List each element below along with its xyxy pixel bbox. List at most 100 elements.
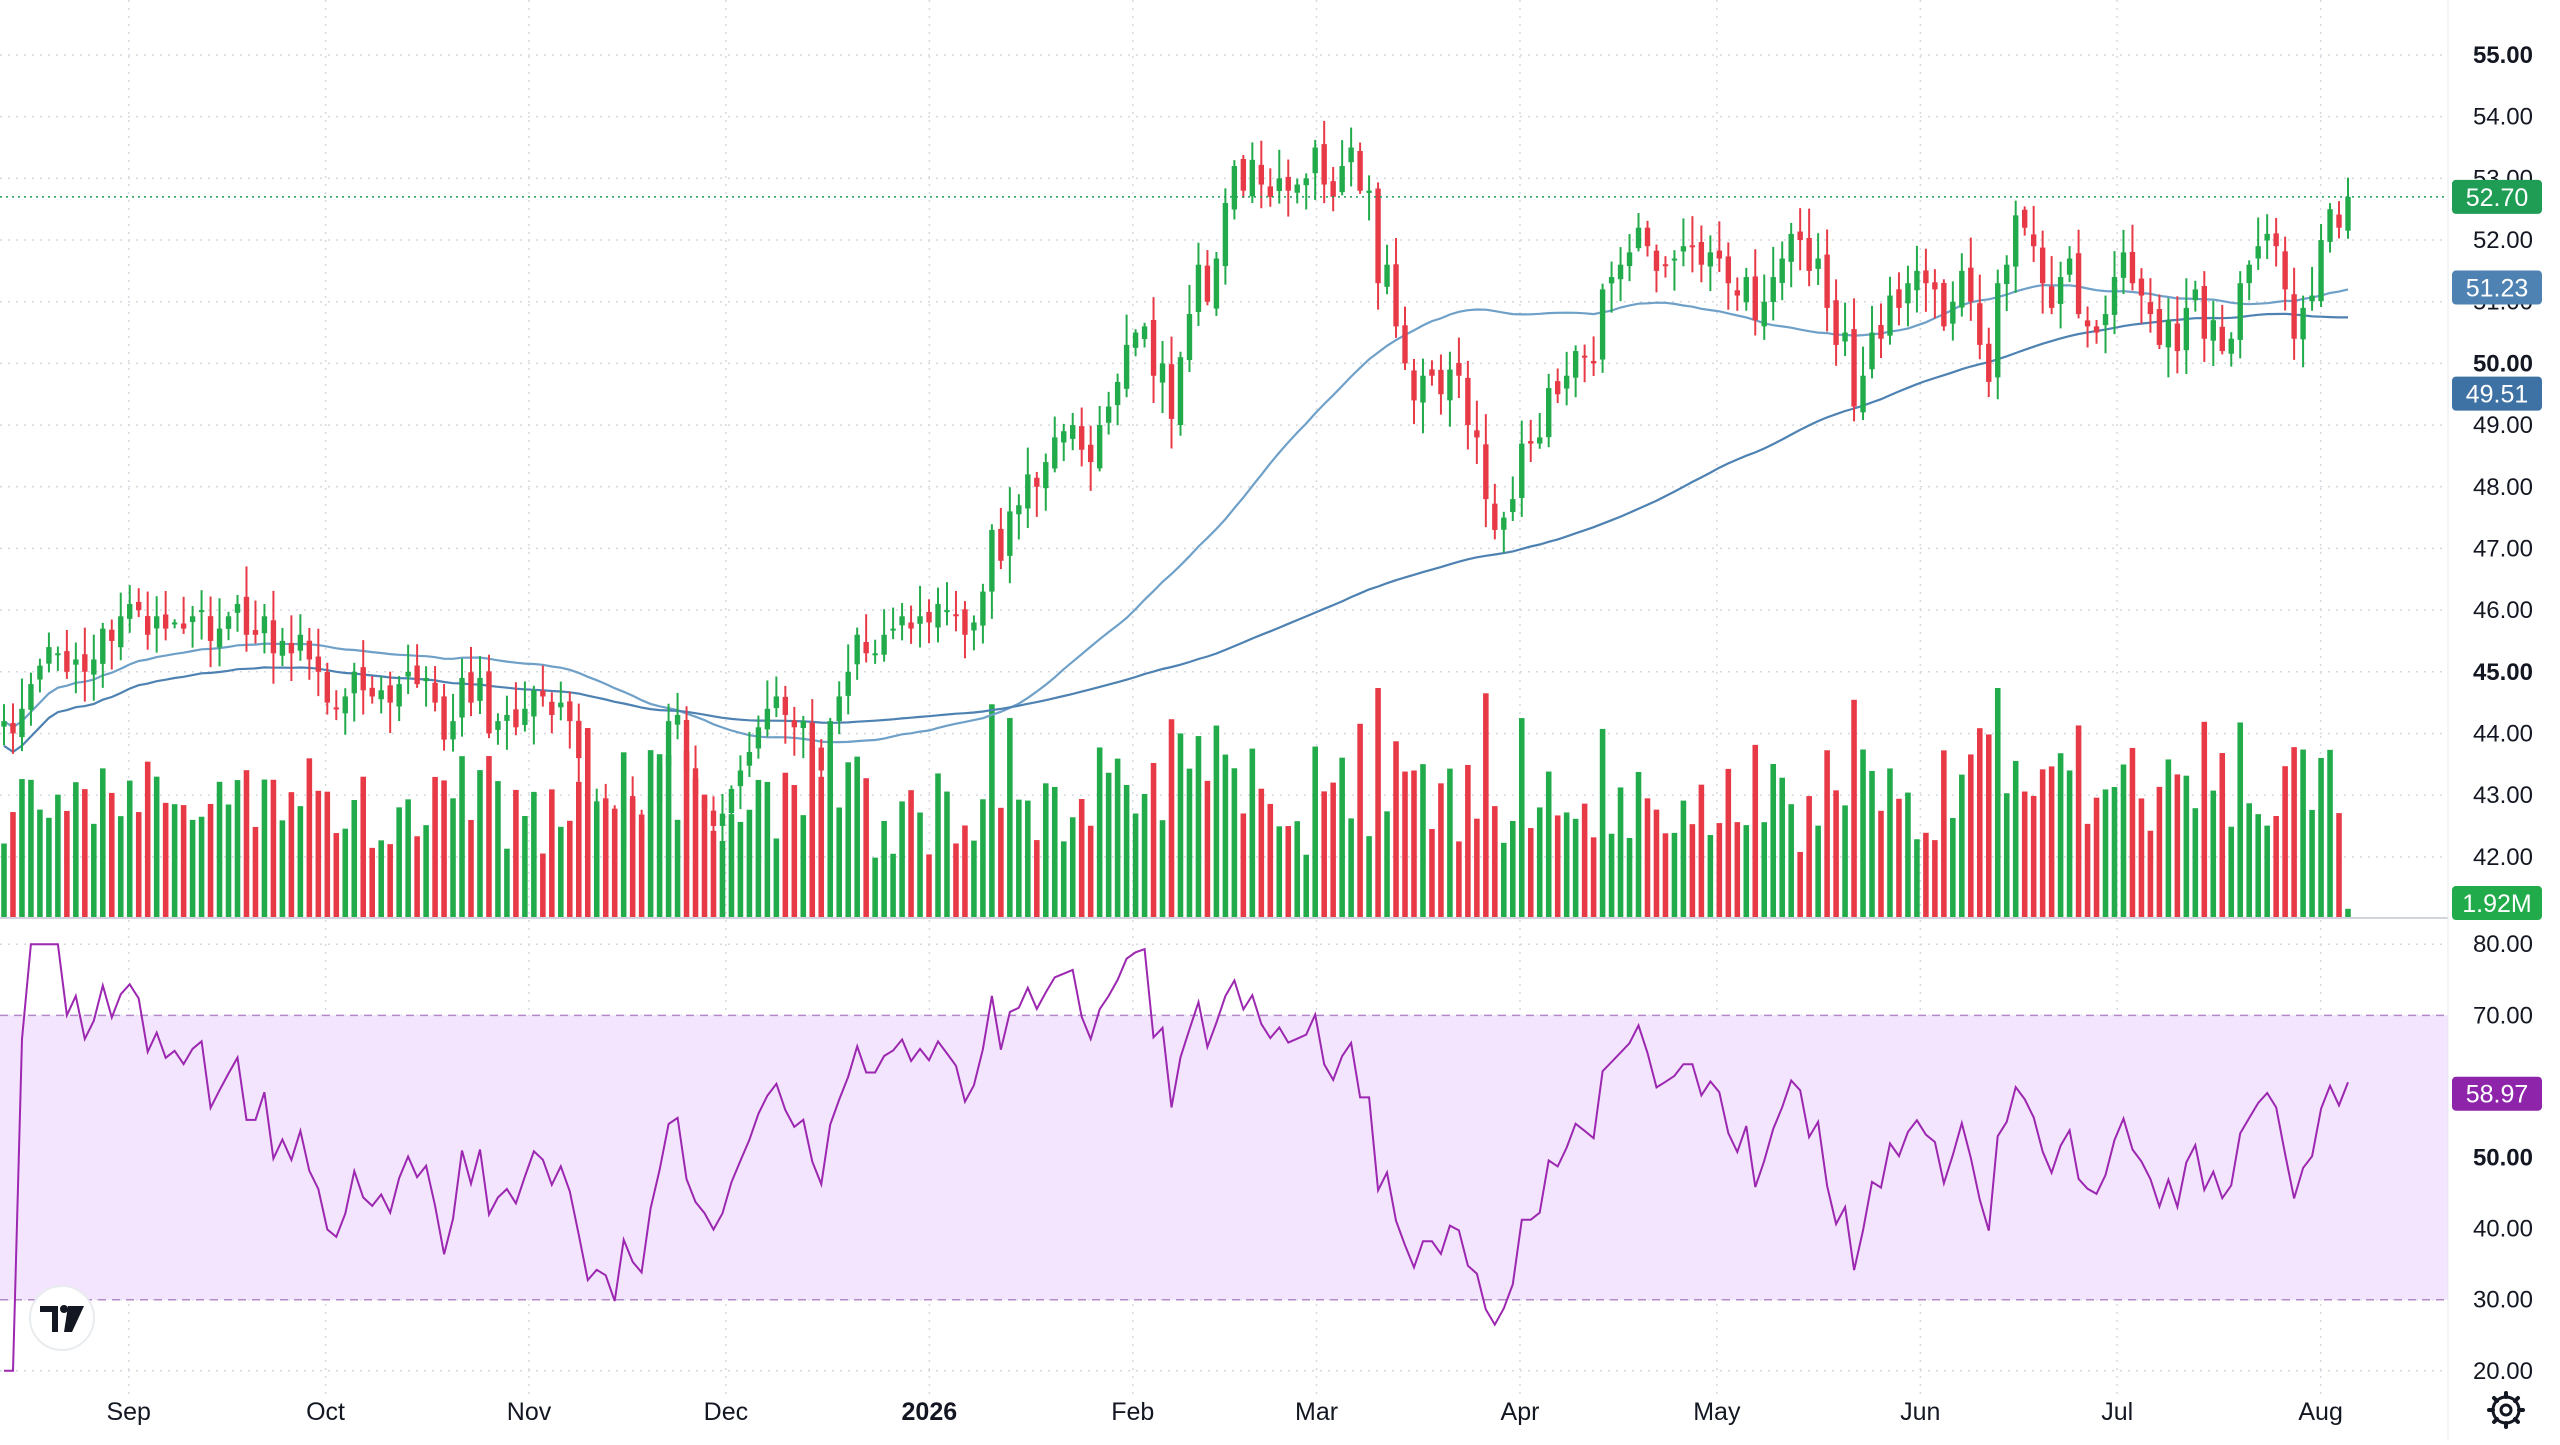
candle-body[interactable] <box>989 529 995 592</box>
candlesticks[interactable] <box>0 120 2448 875</box>
candle-body[interactable] <box>2129 251 2136 284</box>
candle-body[interactable] <box>1797 231 1803 241</box>
candle-body[interactable] <box>854 634 860 665</box>
candle-body[interactable] <box>971 622 977 631</box>
candle-body[interactable] <box>2013 215 2019 267</box>
candle-body[interactable] <box>127 603 133 619</box>
candle-body[interactable] <box>91 659 97 675</box>
candle-body[interactable] <box>1177 357 1184 426</box>
gear-icon[interactable] <box>2487 1391 2525 1429</box>
candle-body[interactable] <box>1689 245 1696 248</box>
candle-body[interactable] <box>234 603 241 613</box>
candle-body[interactable] <box>656 764 663 803</box>
candle-body[interactable] <box>2102 314 2109 326</box>
candle-body[interactable] <box>1240 158 1247 191</box>
candle-body[interactable] <box>387 685 393 703</box>
candle-body[interactable] <box>252 630 259 635</box>
candle-body[interactable] <box>629 796 636 826</box>
candle-body[interactable] <box>1267 186 1273 197</box>
candle-body[interactable] <box>1258 164 1265 185</box>
candle-body[interactable] <box>1375 188 1381 284</box>
candle-body[interactable] <box>1563 375 1570 389</box>
candle-body[interactable] <box>198 610 205 613</box>
candle-body[interactable] <box>73 659 79 665</box>
candle-body[interactable] <box>1734 290 1740 296</box>
candle-body[interactable] <box>1123 344 1130 389</box>
candle-body[interactable] <box>225 616 232 629</box>
candle-body[interactable] <box>746 751 753 766</box>
candle-body[interactable] <box>1 721 7 727</box>
candle-body[interactable] <box>477 677 483 701</box>
candle-body[interactable] <box>2057 277 2064 304</box>
candle-body[interactable] <box>1321 144 1327 185</box>
candle-body[interactable] <box>1393 264 1399 327</box>
candle-body[interactable] <box>755 727 762 749</box>
candle-body[interactable] <box>1833 300 1839 345</box>
candle-body[interactable] <box>360 667 366 691</box>
candle-body[interactable] <box>1150 319 1157 376</box>
candle-body[interactable] <box>2219 326 2225 352</box>
candle-body[interactable] <box>2039 247 2046 284</box>
candle-body[interactable] <box>1483 444 1489 500</box>
candle-body[interactable] <box>576 720 582 759</box>
candle-body[interactable] <box>2336 214 2342 228</box>
candle-body[interactable] <box>926 611 932 623</box>
candle-body[interactable] <box>1249 159 1256 197</box>
candle-body[interactable] <box>1052 437 1058 469</box>
candle-body[interactable] <box>2318 240 2324 302</box>
candle-body[interactable] <box>118 616 124 648</box>
candle-body[interactable] <box>1456 363 1462 376</box>
candle-body[interactable] <box>818 747 824 771</box>
candle-body[interactable] <box>719 813 726 826</box>
candle-body[interactable] <box>1752 276 1758 321</box>
candle-body[interactable] <box>432 682 438 703</box>
candle-body[interactable] <box>468 672 474 703</box>
candle-body[interactable] <box>836 696 842 722</box>
candle-body[interactable] <box>1572 351 1579 378</box>
candle-body[interactable] <box>1725 256 1732 284</box>
candle-body[interactable] <box>64 651 70 672</box>
candle-body[interactable] <box>800 721 806 729</box>
candle-body[interactable] <box>19 708 25 738</box>
candle-body[interactable] <box>1096 425 1103 469</box>
candle-body[interactable] <box>441 696 447 740</box>
candle-body[interactable] <box>1905 283 1911 304</box>
candle-body[interactable] <box>2066 258 2073 275</box>
candle-body[interactable] <box>2030 234 2037 247</box>
candle-body[interactable] <box>1860 375 1866 413</box>
candle-body[interactable] <box>594 801 600 813</box>
candle-body[interactable] <box>1635 227 1642 249</box>
candle-body[interactable] <box>1896 289 1902 308</box>
candle-body[interactable] <box>647 795 654 842</box>
candle-body[interactable] <box>1339 166 1345 193</box>
candle-body[interactable] <box>180 623 187 629</box>
candle-body[interactable] <box>2228 338 2234 354</box>
candle-body[interactable] <box>2093 326 2100 333</box>
candle-body[interactable] <box>1007 511 1013 556</box>
candle-body[interactable] <box>2111 277 2118 315</box>
candle-body[interactable] <box>2246 264 2252 284</box>
candle-body[interactable] <box>2120 252 2127 278</box>
candle-body[interactable] <box>1537 437 1543 444</box>
candle-body[interactable] <box>315 656 322 672</box>
candle-body[interactable] <box>1941 282 1947 327</box>
candle-body[interactable] <box>486 671 492 734</box>
candle-body[interactable] <box>737 770 744 787</box>
candle-body[interactable] <box>46 647 52 664</box>
candle-body[interactable] <box>216 628 223 648</box>
candle-body[interactable] <box>109 629 115 641</box>
candle-body[interactable] <box>1842 332 1848 342</box>
candle-body[interactable] <box>207 616 214 641</box>
candle-body[interactable] <box>2309 295 2315 302</box>
candle-body[interactable] <box>674 714 681 725</box>
candle-body[interactable] <box>2282 251 2288 290</box>
candle-body[interactable] <box>809 722 815 752</box>
candle-body[interactable] <box>1626 252 1633 267</box>
candle-body[interactable] <box>612 809 618 839</box>
candle-body[interactable] <box>513 709 519 728</box>
candle-body[interactable] <box>845 671 851 696</box>
candle-body[interactable] <box>603 806 609 809</box>
candle-body[interactable] <box>773 696 780 709</box>
candle-body[interactable] <box>881 634 887 655</box>
candle-body[interactable] <box>1195 264 1202 312</box>
